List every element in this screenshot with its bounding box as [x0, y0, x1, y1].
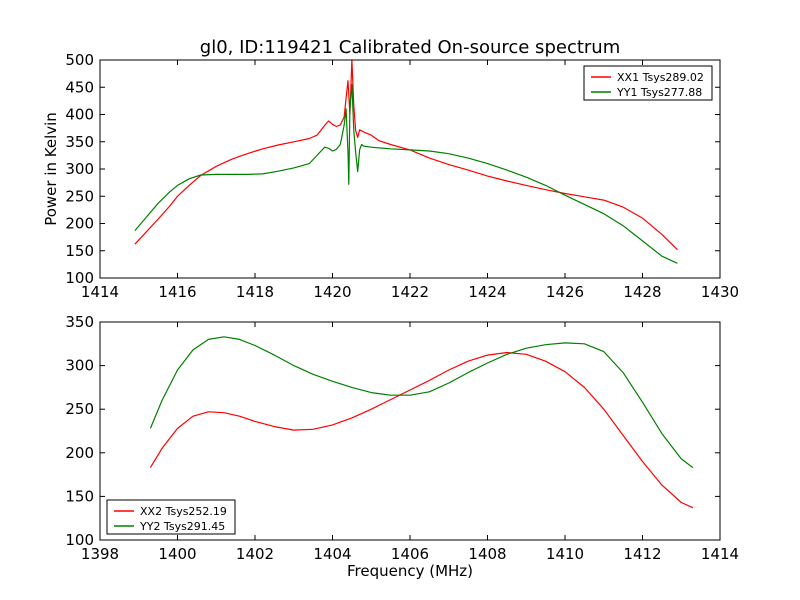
- top-legend-label-2: YY1 Tsys277.88: [616, 86, 702, 99]
- top-xtick-label: 1424: [468, 283, 506, 301]
- top-ytick-label: 300: [65, 160, 94, 178]
- bottom-ytick-label: 100: [65, 531, 94, 549]
- top-chart-title: gl0, ID:119421 Calibrated On-source spec…: [200, 37, 620, 58]
- top-ytick-label: 200: [65, 215, 94, 233]
- top-series-line-1: [134, 59, 678, 251]
- top-xtick-label: 1414: [81, 283, 119, 301]
- bottom-ytick-label: 150: [65, 487, 94, 505]
- bottom-xtick-label: 1408: [468, 545, 506, 563]
- top-ytick-label: 500: [65, 51, 94, 69]
- top-legend-box: [583, 65, 713, 101]
- top-xtick-label: 1418: [236, 283, 274, 301]
- bottom-legend-box: [106, 499, 236, 535]
- top-chart-ylabel: Power in Kelvin: [42, 112, 60, 226]
- bottom-xtick-label: 1404: [313, 545, 351, 563]
- bottom-xtick-label: 1406: [391, 545, 429, 563]
- bottom-xtick-label: 1412: [623, 545, 661, 563]
- bottom-series-line-1: [149, 351, 694, 509]
- top-ytick-label: 250: [65, 187, 94, 205]
- top-xtick-label: 1422: [391, 283, 429, 301]
- bottom-xtick-label: 1398: [81, 545, 119, 563]
- bottom-legend-label-1: XX2 Tsys252.19: [140, 505, 227, 518]
- bottom-chart-legend: XX2 Tsys252.19 YY2 Tsys291.45: [106, 499, 236, 535]
- bottom-ytick-label: 250: [65, 400, 94, 418]
- bottom-chart-plot-area: 1398 1400 1402 1404 1406 1408 1410 1412 1414 100 1…: [65, 313, 739, 563]
- top-chart-plot-area: 1414 1416 1418 1420 1422 1424 1426 1428 1430 100 1…: [65, 51, 739, 301]
- top-chart-legend: XX1 Tsys289.02 YY1 Tsys277.88: [583, 65, 713, 101]
- bottom-xtick-label: 1400: [158, 545, 196, 563]
- top-ytick-label: 450: [65, 78, 94, 96]
- top-series-line-2: [134, 83, 678, 264]
- bottom-legend-label-2: YY2 Tsys291.45: [139, 520, 225, 533]
- top-xtick-label: 1430: [701, 283, 739, 301]
- top-xtick-label: 1416: [158, 283, 196, 301]
- bottom-xtick-label: 1402: [236, 545, 274, 563]
- bottom-ytick-label: 200: [65, 444, 94, 462]
- bottom-ytick-label: 300: [65, 357, 94, 375]
- top-ytick-label: 400: [65, 106, 94, 124]
- bottom-xtick-label: 1410: [546, 545, 584, 563]
- bottom-series-line-2: [149, 336, 694, 469]
- top-ytick-label: 100: [65, 269, 94, 287]
- top-legend-label-1: XX1 Tsys289.02: [617, 71, 704, 84]
- bottom-ytick-label: 350: [65, 313, 94, 331]
- bottom-chart-xlabel: Frequency (MHz): [347, 562, 473, 580]
- top-xtick-label: 1426: [546, 283, 584, 301]
- top-ytick-label: 150: [65, 242, 94, 260]
- bottom-xtick-label: 1414: [701, 545, 739, 563]
- top-xtick-label: 1420: [313, 283, 351, 301]
- top-ytick-label: 350: [65, 133, 94, 151]
- top-xtick-label: 1428: [623, 283, 661, 301]
